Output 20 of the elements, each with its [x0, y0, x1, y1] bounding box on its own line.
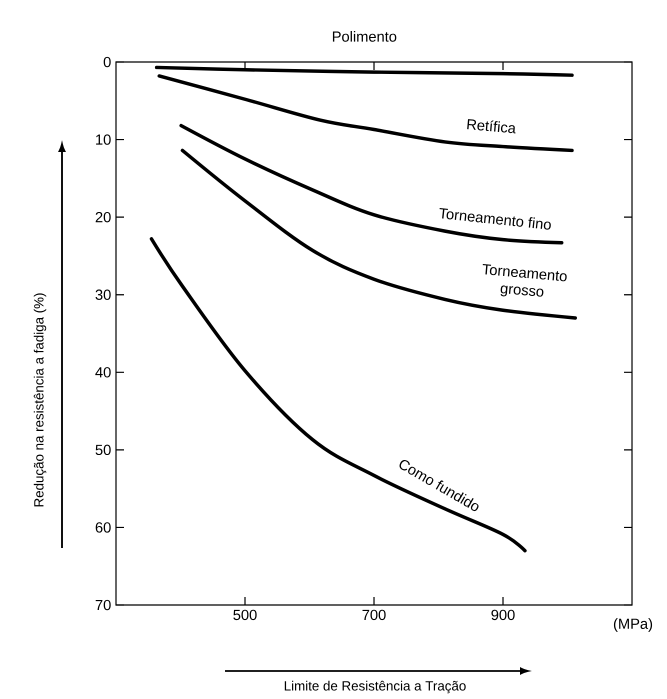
y-tick-label: 10 [96, 134, 111, 145]
line-series [157, 74, 574, 152]
x-tick-label: 500 [233, 610, 257, 620]
y-tick-label: 30 [96, 290, 111, 300]
x-tick-label: 700 [362, 610, 386, 620]
series-label: Torneamento grosso [482, 264, 567, 297]
x-tick-label: 900 [491, 610, 515, 620]
y-axis-title: Redução na resistência a fadiga (%) [34, 293, 46, 506]
text: (MPa) [614, 618, 652, 632]
text: Polimento [332, 30, 396, 42]
y-tick-label: 70 [96, 600, 111, 610]
y-tick-label: 0 [104, 56, 111, 68]
x-axis-title: Limite de Resistência a Tração [284, 680, 466, 694]
series-label: Retífica [467, 119, 516, 134]
y-tick-label: 60 [96, 522, 111, 533]
line-series [180, 148, 577, 320]
y-tick-label: 40 [95, 367, 111, 378]
y-tick-label: 20 [96, 212, 111, 222]
text: Torneamento fino [440, 208, 551, 230]
y-tick-label: 50 [96, 444, 111, 456]
